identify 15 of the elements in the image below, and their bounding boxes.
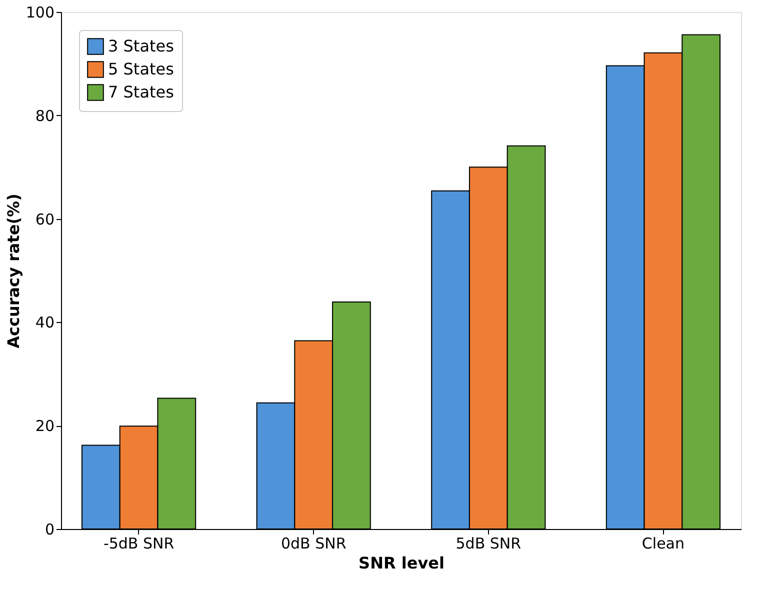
- x-tick-label: Clean: [642, 534, 684, 552]
- legend-label: 5 States: [108, 60, 174, 78]
- y-tick-label: 60: [35, 210, 54, 228]
- y-tick-label: 0: [44, 520, 54, 538]
- y-tick-label: 100: [26, 4, 54, 22]
- x-axis-title: SNR level: [358, 554, 444, 572]
- legend-label: 7 States: [108, 82, 174, 102]
- y-tick-label: 40: [35, 314, 54, 332]
- x-tick-label: 0dB SNR: [280, 534, 346, 552]
- y-tick-label: 20: [35, 417, 54, 436]
- x-tick-label: -5dB SNR: [103, 534, 174, 552]
- y-tick-label: 80: [35, 106, 54, 125]
- legend-label: 3 States: [108, 36, 174, 56]
- y-axis-title: Accuracy rate(%): [4, 194, 23, 348]
- x-tick-label: 5dB SNR: [456, 534, 522, 552]
